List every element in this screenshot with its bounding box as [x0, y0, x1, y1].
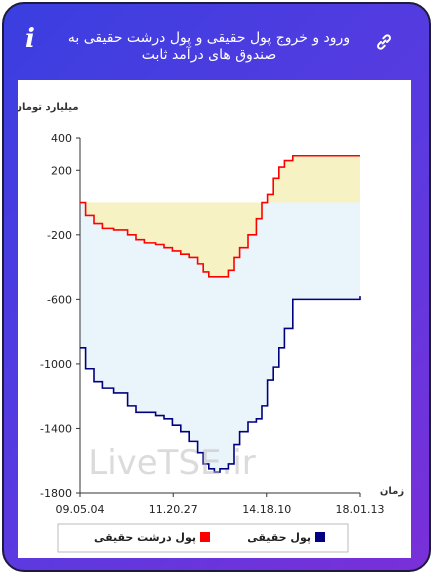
info-icon[interactable]: i — [25, 24, 35, 54]
series-line-1 — [80, 154, 360, 278]
card-header: i ورود و خروج پول حقیقی و پول درشت حقیقی… — [4, 4, 429, 80]
chart-panel: میلیارد تومان زمان LiveTSE.ir 400 200 -200… — [13, 80, 411, 558]
y-axis-label: میلیارد تومان — [18, 102, 79, 113]
negative-area — [80, 202, 360, 473]
y-tick-label: -1800 — [40, 487, 72, 500]
x-axis-label: زمان — [380, 486, 404, 497]
legend-swatch-big-real-money — [200, 532, 210, 542]
x-tick-label: 18.01.13 — [336, 503, 385, 516]
legend-swatch-real-money — [315, 532, 325, 542]
x-tick-label: 14.18.10 — [242, 503, 291, 516]
y-tick-label: -1000 — [40, 358, 72, 371]
series-line-0 — [80, 296, 361, 473]
big-money-area — [80, 155, 360, 277]
x-tick-label: 09.05.04 — [56, 503, 105, 516]
y-tick-label: -200 — [47, 229, 72, 242]
chart-title: ورود و خروج پول حقیقی و پول درشت حقیقی ب… — [67, 30, 351, 63]
legend-label-big-real-money: پول درشت حقیقی — [94, 531, 196, 544]
link-icon[interactable] — [374, 32, 394, 52]
y-tick-label: 200 — [51, 164, 72, 177]
y-tick-label: 400 — [51, 132, 72, 145]
legend-label-real-money: پول حقیقی — [247, 531, 311, 544]
x-tick-label: 11.20.27 — [149, 503, 198, 516]
watermark: LiveTSE.ir — [88, 443, 256, 483]
y-tick-label: -1400 — [40, 422, 72, 435]
legend: پول حقیقی پول درشت حقیقی — [57, 523, 349, 553]
flow-chart: میلیارد تومان زمان LiveTSE.ir 400 200 -200… — [13, 102, 404, 553]
y-tick-label: -600 — [47, 293, 72, 306]
